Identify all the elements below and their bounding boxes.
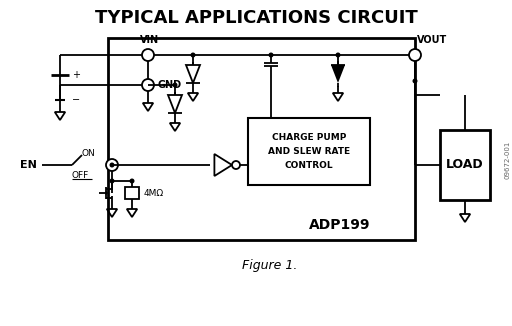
Circle shape	[409, 49, 421, 61]
Bar	[108, 38, 415, 240]
Text: ADP199: ADP199	[309, 218, 371, 232]
Text: +: +	[72, 70, 80, 80]
Circle shape	[335, 52, 340, 57]
Circle shape	[190, 52, 196, 57]
Text: CHARGE PUMP: CHARGE PUMP	[272, 133, 346, 142]
Text: Figure 1.: Figure 1.	[242, 259, 297, 272]
Circle shape	[173, 82, 178, 87]
Text: VIN: VIN	[140, 35, 160, 45]
Text: TYPICAL APPLICATIONS CIRCUIT: TYPICAL APPLICATIONS CIRCUIT	[95, 9, 417, 27]
Circle shape	[130, 179, 135, 184]
Circle shape	[142, 79, 154, 91]
Circle shape	[268, 52, 273, 57]
Text: GND: GND	[158, 80, 182, 90]
Text: EN: EN	[19, 160, 36, 170]
Text: 4MΩ: 4MΩ	[144, 188, 164, 198]
Polygon shape	[331, 65, 345, 83]
Text: −: −	[72, 95, 80, 105]
Bar	[125, 187, 139, 199]
Text: OFF: OFF	[72, 170, 89, 180]
Text: 09672-001: 09672-001	[504, 141, 510, 179]
Bar	[248, 118, 370, 185]
Text: ON: ON	[82, 149, 96, 157]
Text: LOAD: LOAD	[446, 158, 484, 171]
Circle shape	[110, 179, 115, 184]
Text: CONTROL: CONTROL	[285, 161, 333, 170]
Bar	[440, 130, 490, 200]
Text: AND SLEW RATE: AND SLEW RATE	[268, 147, 350, 156]
Polygon shape	[105, 191, 109, 195]
Text: VOUT: VOUT	[417, 35, 447, 45]
Circle shape	[110, 162, 115, 168]
Circle shape	[413, 79, 417, 83]
Circle shape	[106, 159, 118, 171]
Circle shape	[142, 49, 154, 61]
Circle shape	[232, 161, 240, 169]
